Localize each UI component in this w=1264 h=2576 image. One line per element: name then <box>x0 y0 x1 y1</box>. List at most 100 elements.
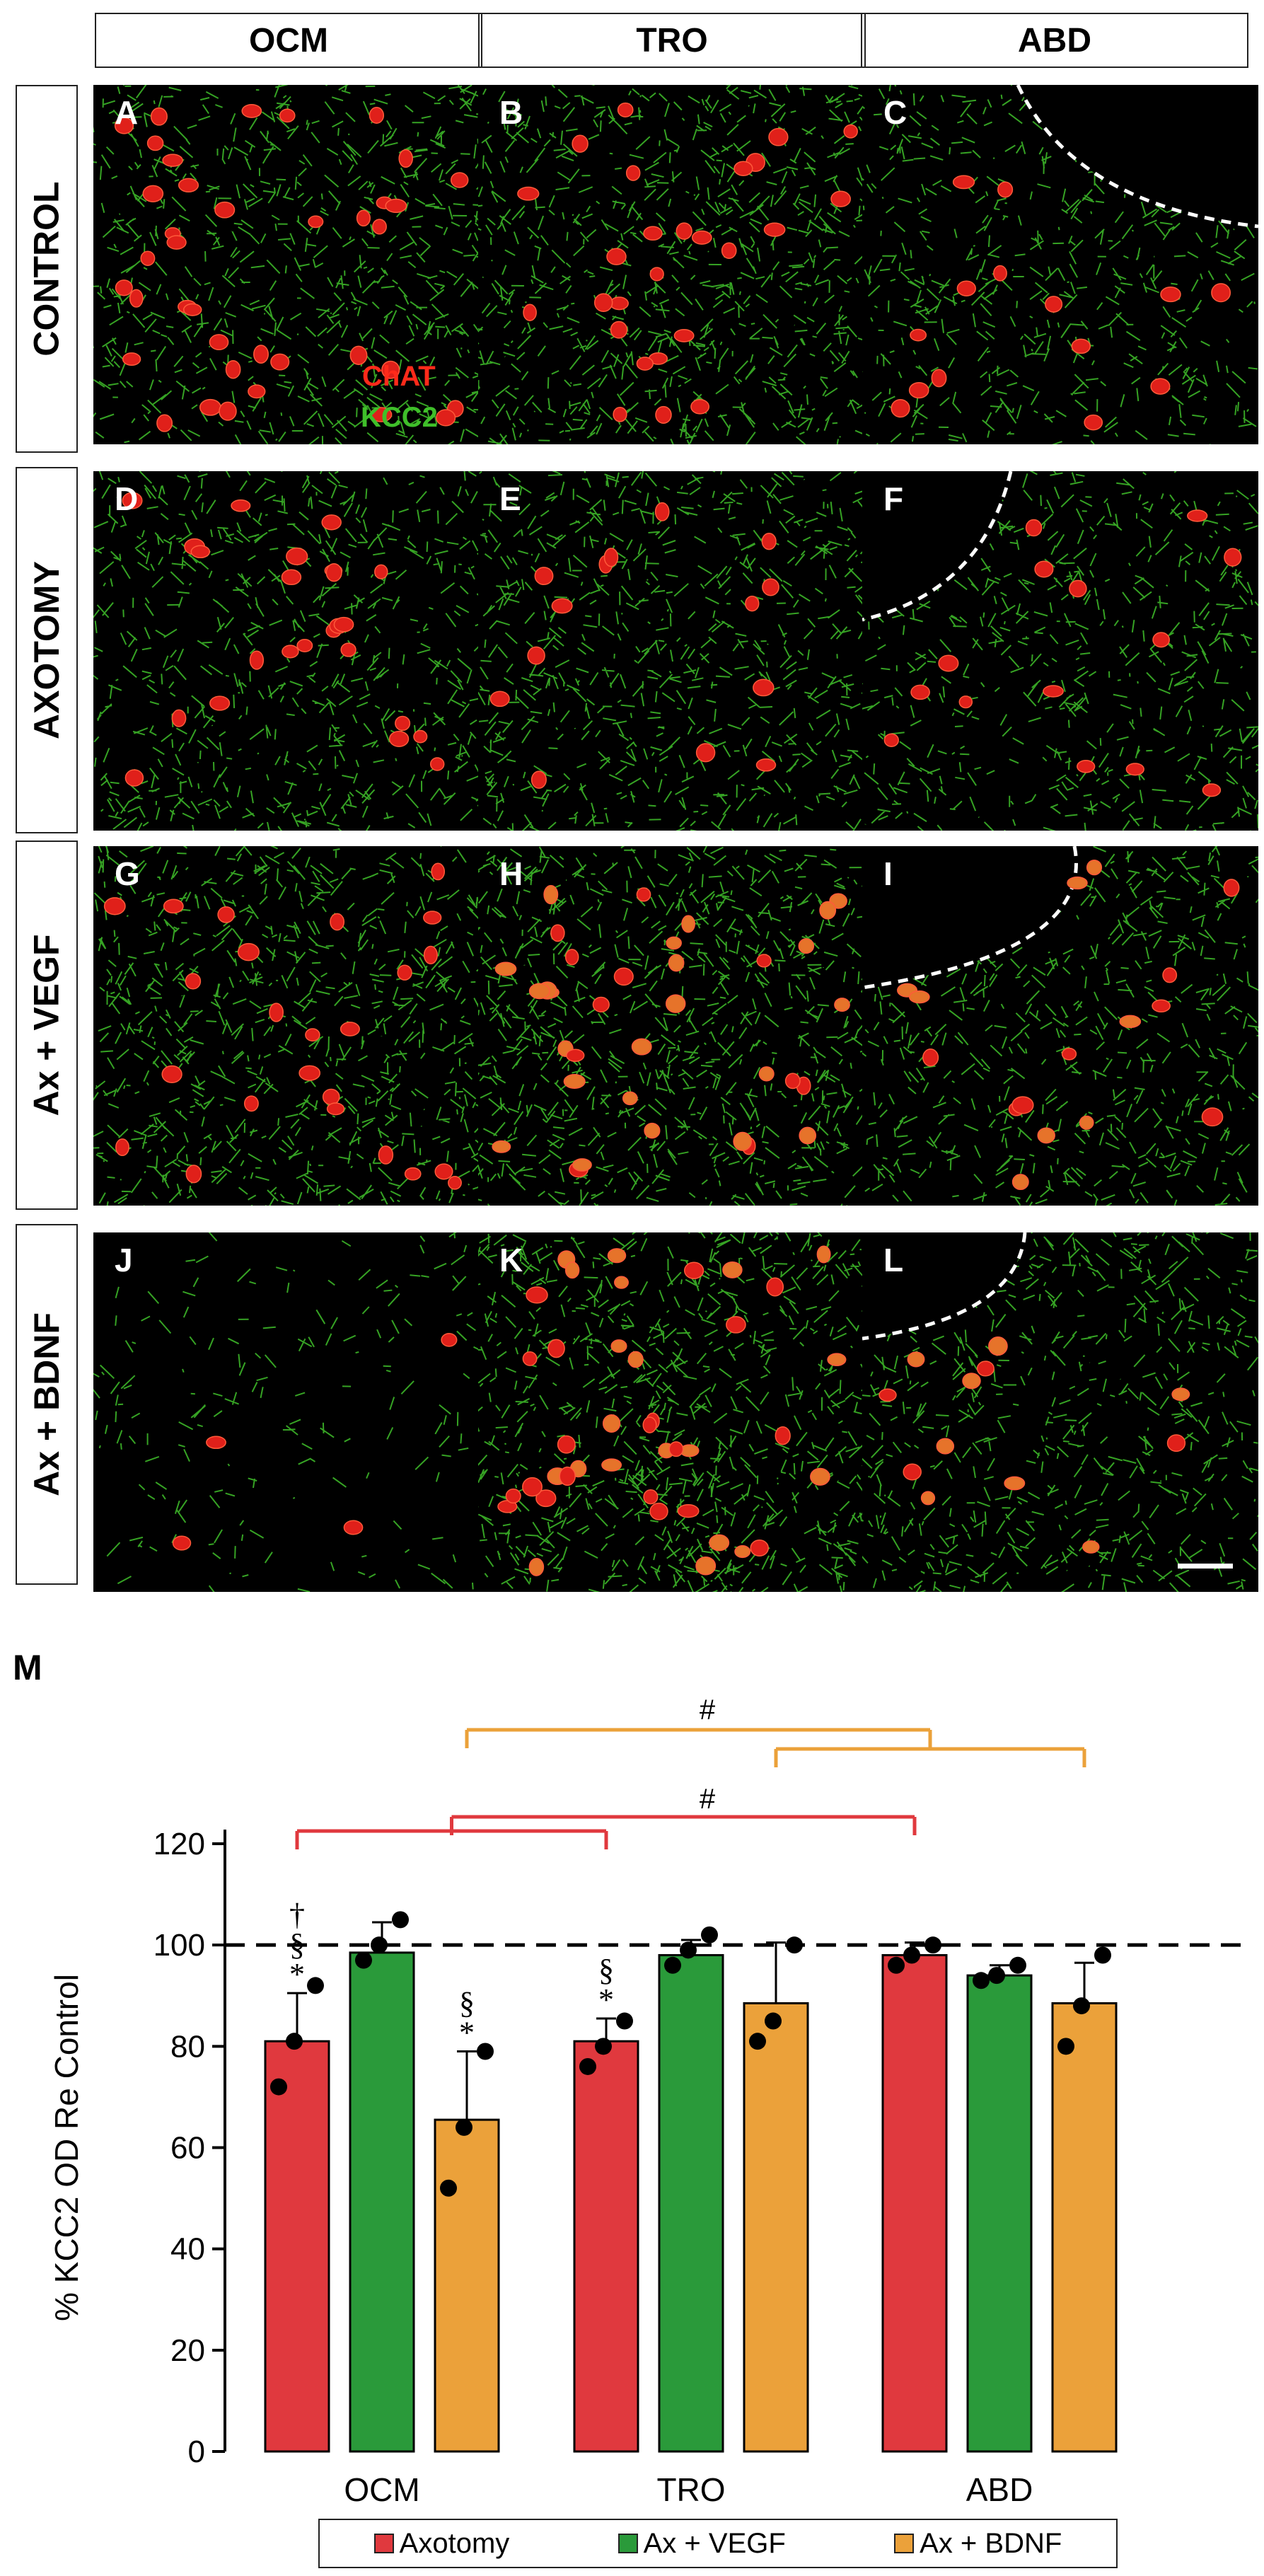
data-point <box>924 1936 941 1954</box>
data-point <box>355 1951 372 1969</box>
bracket-bdnf-1 <box>774 1747 1086 1767</box>
column-header-ocm: OCM <box>95 13 482 68</box>
data-point <box>477 2043 494 2060</box>
data-point <box>392 1911 409 1929</box>
x-tick-label-tro: TRO <box>656 2471 725 2508</box>
row-label-bdnf: Ax + BDNF <box>27 1312 67 1496</box>
bracket-bdnf-2 <box>465 1728 932 1748</box>
data-point <box>307 1977 324 1994</box>
chart-legend: Axotomy Ax + VEGF Ax + BDNF <box>318 2519 1118 2568</box>
y-tick-label: 0 <box>188 2435 205 2469</box>
y-tick-label: 120 <box>153 1827 205 1861</box>
significance-symbol: * <box>598 1982 614 2017</box>
row-label-control: CONTROL <box>27 181 67 357</box>
micrograph-panel-k: K <box>478 1232 874 1592</box>
micrograph-panel-h: H <box>478 846 874 1206</box>
bar-abd-1 <box>966 1974 1033 2453</box>
bar-tro-0 <box>573 2040 639 2453</box>
micrograph-panel-f: F <box>862 471 1258 831</box>
data-point <box>664 1956 681 1974</box>
data-point <box>765 2012 782 2030</box>
data-point <box>680 1941 697 1959</box>
data-point <box>270 2078 287 2096</box>
bar-tro-1 <box>658 1953 724 2453</box>
data-point <box>286 2033 303 2050</box>
kcc2-legend: KCC2 <box>361 402 438 433</box>
micrograph-panel-l: L <box>862 1232 1258 1592</box>
y-tick-label: 80 <box>170 2029 205 2064</box>
data-point <box>888 1956 905 1974</box>
data-point <box>973 1972 990 1989</box>
micrograph-panel-e: E <box>478 471 874 831</box>
data-point <box>749 2033 766 2050</box>
panel-letter-d: D <box>115 480 139 517</box>
data-point <box>903 1946 920 1964</box>
significance-symbol: * <box>289 1957 305 1992</box>
panel-letter-f: F <box>883 480 904 517</box>
row-header-control: CONTROL <box>16 85 78 453</box>
data-point <box>1094 1946 1111 1964</box>
x-tick-label-ocm: OCM <box>344 2471 419 2508</box>
scale-bar <box>1178 1564 1233 1569</box>
column-header-abd: ABD <box>861 13 1248 68</box>
x-tick-label-abd: ABD <box>966 2471 1033 2508</box>
row-header-vegf: Ax + VEGF <box>16 841 78 1210</box>
panel-letter-g: G <box>115 855 140 892</box>
legend-label-bdnf: Ax + BDNF <box>920 2527 1062 2559</box>
significance-symbol: § <box>598 1953 614 1987</box>
chat-legend: ChAT <box>362 361 436 392</box>
micrograph-panel-b: B <box>478 85 874 444</box>
data-point <box>440 2179 457 2197</box>
legend-item-vegf: Ax + VEGF <box>617 2527 786 2560</box>
micrograph-panel-d: D <box>93 471 489 831</box>
data-point <box>1057 2038 1074 2055</box>
data-point <box>701 1926 718 1943</box>
significance-symbol: § <box>459 1985 475 2020</box>
panel-letter-i: I <box>883 855 893 892</box>
data-point <box>988 1967 1005 1985</box>
bar-tro-2 <box>743 2002 809 2453</box>
bar-ocm-0 <box>264 2040 330 2453</box>
data-point <box>371 1936 388 1954</box>
legend-item-axotomy: Axotomy <box>373 2527 510 2560</box>
data-point <box>786 1936 803 1954</box>
panel-letter-k: K <box>499 1242 523 1278</box>
micrograph-panel-a: A <box>93 85 489 444</box>
bar-chart: 0 20 40 60 80 100 120 % KCC2 OD Re Control OCM TR… <box>48 1694 1250 2508</box>
y-tick-label: 20 <box>170 2333 205 2368</box>
micrograph-panel-g: G <box>93 846 489 1206</box>
data-point <box>1009 1956 1026 1974</box>
significance-symbol: † <box>289 1898 305 1932</box>
data-point <box>595 2038 612 2055</box>
data-point <box>1073 1997 1090 2015</box>
y-tick-label: 60 <box>170 2131 205 2166</box>
row-header-bdnf: Ax + BDNF <box>16 1224 78 1585</box>
bar-abd-0 <box>881 1953 948 2453</box>
column-header-tro: TRO <box>478 13 866 68</box>
bar-ocm-2 <box>434 2118 500 2453</box>
row-label-axotomy: AXOTOMY <box>27 561 67 739</box>
panel-letter-e: E <box>499 480 521 517</box>
data-point <box>616 2012 633 2030</box>
legend-label-axotomy: Axotomy <box>399 2527 510 2559</box>
y-tick-label: 100 <box>153 1928 205 1963</box>
bar-ocm-1 <box>349 1951 415 2453</box>
micrograph-panel-j: J <box>93 1232 489 1592</box>
y-axis-label: % KCC2 OD Re Control <box>48 1974 85 2321</box>
figure-label-m: M <box>13 1648 42 1687</box>
micrograph-panel-c: C <box>862 85 1258 444</box>
significance-hash-bdnf: # <box>700 1694 716 1726</box>
row-header-axotomy: AXOTOMY <box>16 467 78 833</box>
significance-symbol: § <box>289 1927 305 1962</box>
significance-hash-axotomy: # <box>700 1784 716 1815</box>
legend-item-bdnf: Ax + BDNF <box>894 2528 1062 2560</box>
data-point <box>456 2118 472 2136</box>
y-tick-label: 40 <box>170 2232 205 2267</box>
legend-label-vegf: Ax + VEGF <box>643 2527 786 2559</box>
panel-letter-j: J <box>115 1242 133 1278</box>
data-point <box>579 2057 596 2075</box>
panel-letter-c: C <box>883 94 908 131</box>
panel-letter-h: H <box>499 855 523 892</box>
panel-letter-a: A <box>115 94 139 131</box>
significance-symbol: * <box>459 2015 475 2050</box>
